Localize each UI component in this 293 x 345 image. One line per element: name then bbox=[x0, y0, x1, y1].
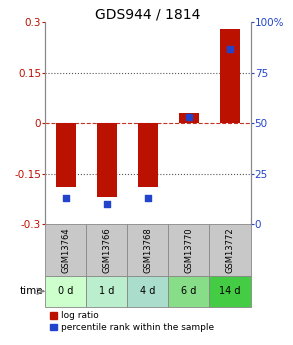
Point bbox=[146, 195, 150, 201]
Text: 0 d: 0 d bbox=[58, 286, 74, 296]
Text: GSM13770: GSM13770 bbox=[185, 227, 193, 273]
Text: time: time bbox=[20, 286, 43, 296]
Text: GSM13766: GSM13766 bbox=[103, 227, 111, 273]
Text: 14 d: 14 d bbox=[219, 286, 241, 296]
Bar bbox=[97, 124, 117, 197]
Bar bbox=[127, 276, 168, 307]
Bar bbox=[45, 224, 86, 276]
Bar bbox=[168, 224, 209, 276]
Bar bbox=[209, 224, 251, 276]
Point bbox=[105, 201, 109, 207]
Bar bbox=[220, 29, 240, 124]
Bar bbox=[168, 276, 209, 307]
Text: GSM13768: GSM13768 bbox=[144, 227, 152, 273]
Text: 6 d: 6 d bbox=[181, 286, 197, 296]
Bar bbox=[56, 124, 76, 187]
Bar bbox=[179, 113, 199, 124]
Bar bbox=[127, 224, 168, 276]
Bar bbox=[138, 124, 158, 187]
Point bbox=[64, 195, 68, 201]
Point bbox=[228, 46, 232, 51]
Text: GSM13772: GSM13772 bbox=[226, 227, 234, 273]
Bar bbox=[86, 276, 127, 307]
Text: 1 d: 1 d bbox=[99, 286, 115, 296]
Title: GDS944 / 1814: GDS944 / 1814 bbox=[95, 7, 201, 21]
Bar bbox=[209, 276, 251, 307]
Point bbox=[187, 115, 191, 120]
Bar bbox=[45, 276, 86, 307]
Legend: log ratio, percentile rank within the sample: log ratio, percentile rank within the sa… bbox=[50, 312, 214, 332]
Bar bbox=[86, 224, 127, 276]
Text: 4 d: 4 d bbox=[140, 286, 156, 296]
Text: GSM13764: GSM13764 bbox=[62, 227, 70, 273]
